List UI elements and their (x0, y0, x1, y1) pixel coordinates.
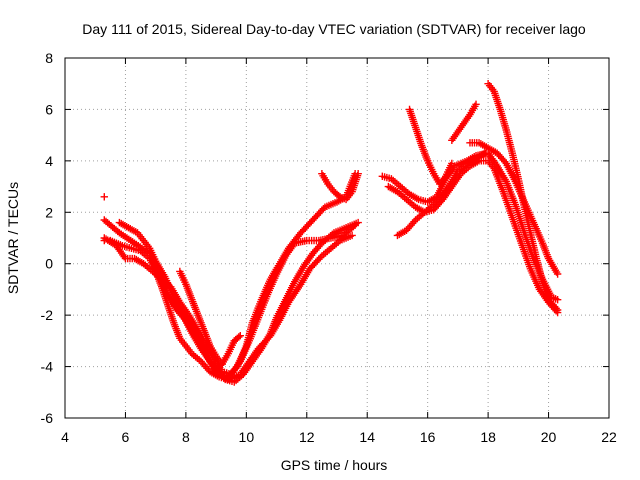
data-point (348, 231, 356, 240)
grid (65, 58, 609, 418)
x-tick-labels: 4 6 8 10 12 14 16 18 20 22 (61, 429, 617, 445)
x-tick-label: 18 (480, 429, 496, 445)
data-point (236, 332, 244, 340)
y-tick-label: 6 (45, 101, 53, 117)
series-t7 (318, 170, 362, 204)
series-t12 (448, 100, 480, 144)
data-point (354, 218, 362, 227)
data-point (553, 270, 562, 278)
series-t5 (158, 283, 244, 373)
data-point (354, 170, 362, 178)
data-point (553, 306, 562, 314)
series-t11 (393, 149, 489, 240)
y-tick-label: -6 (41, 410, 54, 426)
data-point (472, 100, 480, 108)
x-axis-label: GPS time / hours (281, 457, 388, 473)
y-tick-label: -2 (41, 307, 54, 323)
y-tick-label: 2 (45, 204, 53, 220)
y-tick-label: -4 (41, 359, 54, 375)
data-point (218, 360, 226, 368)
data-points (100, 80, 562, 386)
series-t14 (484, 80, 562, 314)
y-axis-label: SDTVAR / TECUs (5, 182, 21, 294)
x-tick-label: 14 (359, 429, 375, 445)
x-tick-label: 16 (420, 429, 436, 445)
series-t6 (176, 267, 226, 368)
x-tick-label: 12 (299, 429, 315, 445)
x-tick-label: 8 (182, 429, 190, 445)
data-point (100, 236, 108, 245)
x-tick-label: 20 (541, 429, 557, 445)
data-point (553, 296, 562, 304)
y-tick-label: 8 (45, 50, 53, 66)
data-point (100, 193, 108, 201)
data-point (481, 149, 489, 157)
series-t10 (405, 105, 456, 188)
y-tick-labels: -6 -4 -2 0 2 4 6 8 (41, 50, 54, 426)
chart-title: Day 111 of 2015, Sidereal Day-to-day VTE… (82, 21, 586, 37)
y-tick-label: 4 (45, 153, 53, 169)
isolated-points (100, 193, 108, 245)
series-t13 (466, 139, 562, 278)
x-tick-label: 22 (601, 429, 617, 445)
x-tick-label: 4 (61, 429, 69, 445)
x-tick-label: 6 (122, 429, 130, 445)
y-tick-label: 0 (45, 256, 53, 272)
plot-frame (64, 57, 610, 419)
data-point (448, 159, 456, 168)
x-tick-label: 10 (239, 429, 255, 445)
